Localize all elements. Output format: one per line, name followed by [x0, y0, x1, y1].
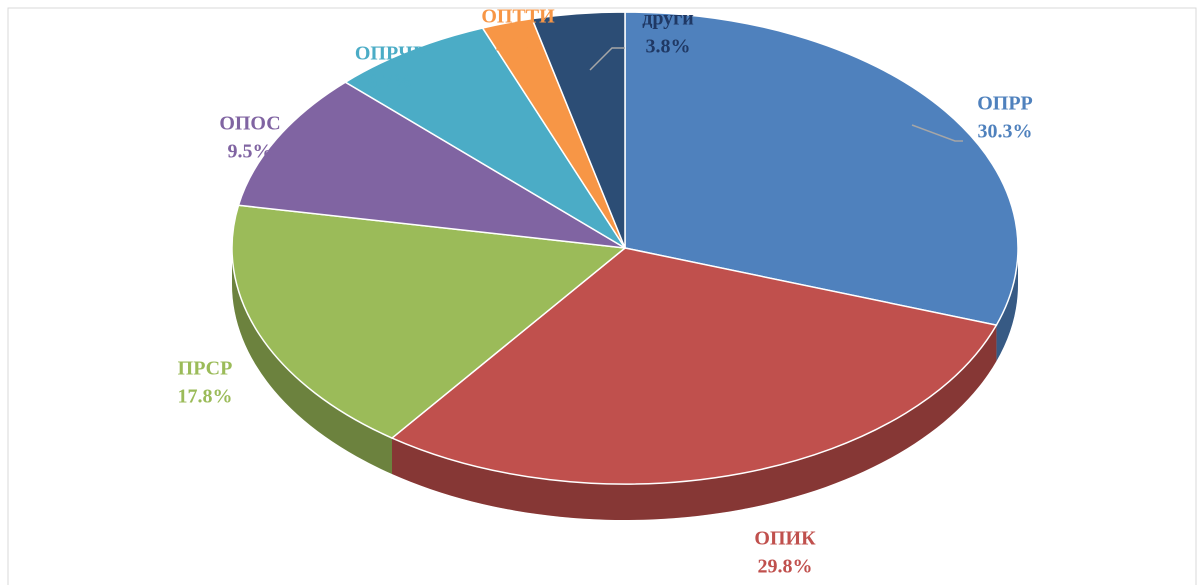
- value-label: 29.8%: [758, 556, 813, 578]
- value-label: 30.3%: [978, 121, 1033, 143]
- slice-side-shade: [392, 325, 997, 520]
- slice-label: ПРСР: [178, 358, 233, 380]
- slice-label: ОПОС: [219, 113, 280, 135]
- slice-label: ОПИК: [754, 528, 816, 550]
- slice-side: [392, 325, 997, 520]
- slice: [531, 11, 626, 249]
- value-label: 3.8%: [646, 36, 691, 58]
- leader-line: [911, 124, 963, 142]
- slice-label: ОПРР: [977, 93, 1033, 115]
- value-label: 2.1%: [496, 34, 541, 56]
- slice: [343, 27, 626, 249]
- slice-label: ОПРЧР: [355, 43, 425, 65]
- slice: [390, 247, 998, 485]
- slice: [237, 81, 626, 249]
- slice: [231, 204, 627, 439]
- slice-label: ОПТТИ: [481, 6, 555, 28]
- slice-side: [232, 248, 393, 475]
- slice-side-shade: [232, 248, 393, 475]
- frame: [7, 7, 1197, 585]
- slice: [624, 11, 1019, 326]
- value-label: 9.5%: [228, 141, 273, 163]
- leader-line: [589, 47, 625, 71]
- value-label: 17.8%: [178, 386, 233, 408]
- value-label: 6.7%: [368, 71, 413, 93]
- slice-label: други: [642, 8, 694, 30]
